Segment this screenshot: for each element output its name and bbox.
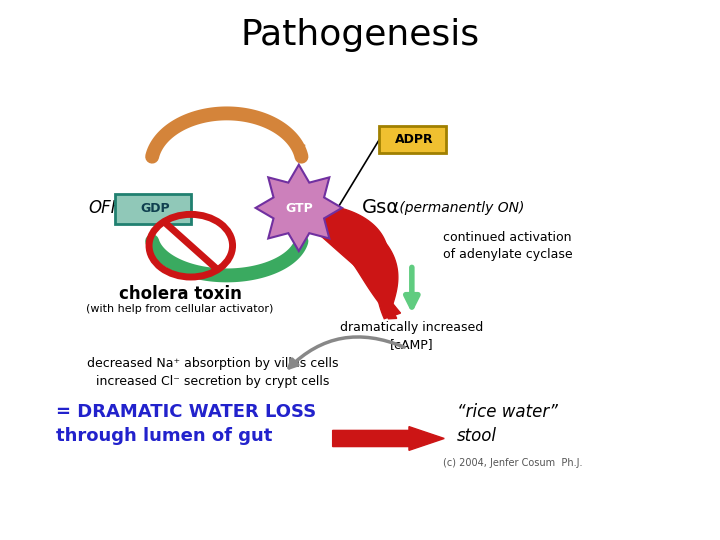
Polygon shape [308,207,398,319]
FancyBboxPatch shape [115,194,191,224]
Text: Pathogenesis: Pathogenesis [240,18,480,52]
Text: GDP: GDP [140,202,170,215]
Polygon shape [256,165,342,251]
Text: continued activation
of adenylate cyclase: continued activation of adenylate cyclas… [443,231,572,261]
Text: ADPR: ADPR [395,133,433,146]
Text: dramatically increased
[cAMP]: dramatically increased [cAMP] [341,321,483,351]
Polygon shape [333,427,444,450]
Text: (permanently ON): (permanently ON) [395,201,524,215]
Text: = DRAMATIC WATER LOSS
through lumen of gut: = DRAMATIC WATER LOSS through lumen of g… [56,403,316,445]
Text: decreased Na⁺ absorption by villus cells
increased Cl⁻ secretion by crypt cells: decreased Na⁺ absorption by villus cells… [86,357,338,388]
Text: cholera toxin: cholera toxin [119,285,241,303]
FancyBboxPatch shape [379,126,446,153]
Text: Gsα: Gsα [361,198,400,218]
Text: (c) 2004, Jenfer Cosum  Ph.J.: (c) 2004, Jenfer Cosum Ph.J. [443,458,582,468]
Polygon shape [304,204,400,319]
Text: (with help from cellular activator): (with help from cellular activator) [86,304,274,314]
Text: GTP: GTP [285,202,312,215]
Text: “rice water”
stool: “rice water” stool [457,403,558,445]
Text: OFF: OFF [89,199,120,217]
